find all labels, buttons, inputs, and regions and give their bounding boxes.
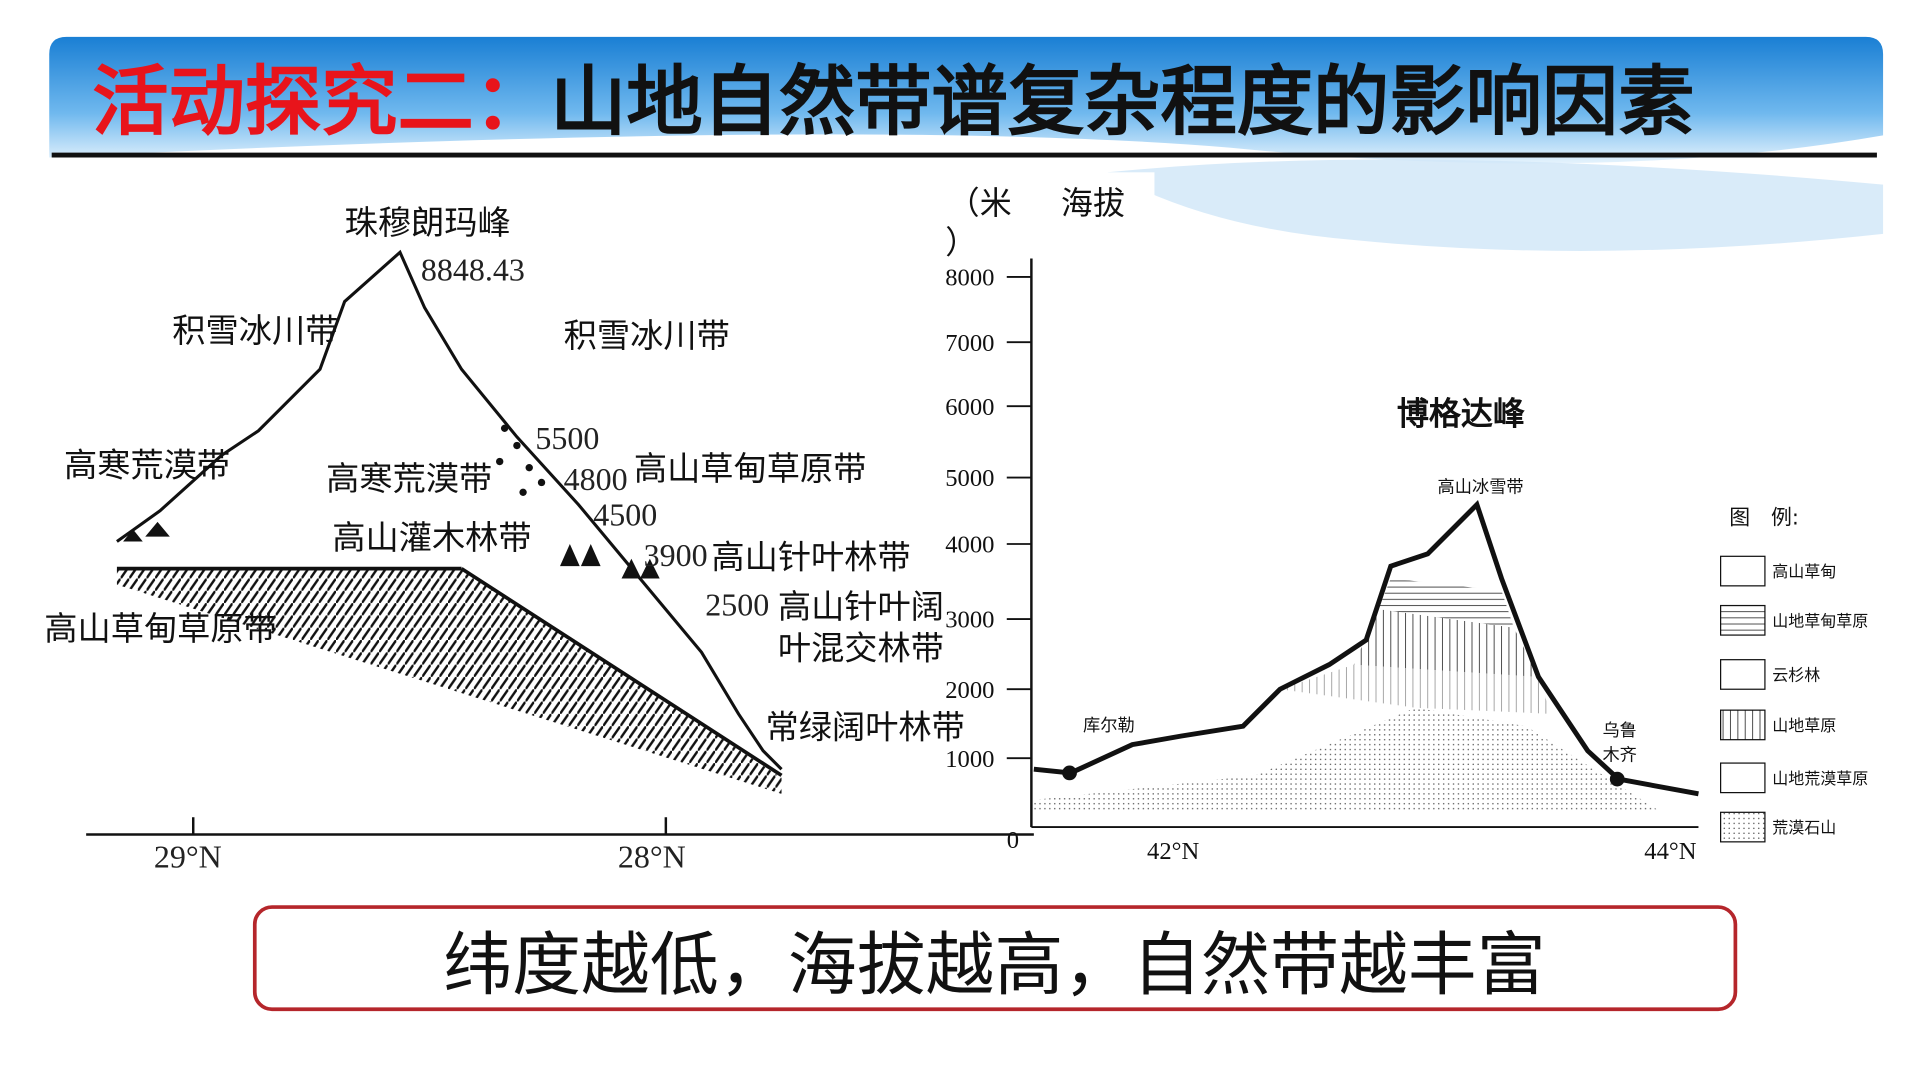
zone-label: 积雪冰川带 [564, 316, 730, 355]
y-label: 6000 [945, 394, 994, 421]
legend-label: 山地草原 [1772, 716, 1836, 735]
elevation-label: 4500 [593, 497, 657, 533]
city-dot [1062, 765, 1077, 781]
y-title: 海拔 [1061, 184, 1125, 222]
ground-line [460, 567, 783, 777]
elevation-label: 4800 [564, 461, 628, 497]
x-label: 28°N [618, 839, 686, 875]
title-lead: 活动探究二： [92, 57, 550, 146]
zone-label: 高寒荒漠带 [326, 459, 492, 498]
legend-swatch [1720, 604, 1766, 636]
city-label: 木齐 [1602, 746, 1636, 766]
zone-meadow-steppe [1378, 578, 1514, 628]
legend-label: 云杉林 [1772, 666, 1820, 685]
ground [116, 568, 782, 794]
title-topic: 山地自然带谱复杂程度的影响因素 [550, 57, 1694, 146]
legend-label: 山地草甸草原 [1772, 611, 1868, 630]
zone-label: 高山草甸草原带 [634, 449, 867, 488]
legend-swatch [1720, 555, 1766, 587]
zone-label: 高山灌木林带 [332, 518, 531, 557]
legend-title: 图 例: [1729, 505, 1799, 529]
y-label: 7000 [945, 330, 994, 357]
city-dot [1609, 771, 1625, 787]
x-label: 42°N [1147, 838, 1199, 865]
wave [1107, 159, 1884, 251]
conclusion: 纬度越低，海拔越高，自然带越丰富 [443, 925, 1546, 1005]
symbols [123, 424, 660, 579]
zone-label: 常绿阔叶林带 [766, 707, 965, 746]
right-diagram: （米 ） 海拔 博格达峰 高山冰雪带 库尔勒 乌鲁 木齐 42°N 44°N 图… [920, 172, 1868, 865]
y-label: 2000 [945, 677, 994, 704]
elevation-label: 2500 [705, 586, 769, 622]
zone-label: 高山草甸草原带 [44, 609, 277, 648]
y-label: 1000 [945, 746, 994, 773]
zone-label: 积雪冰川带 [172, 311, 338, 350]
peak-elevation: 8848.43 [421, 252, 525, 288]
zone-label: 叶混交林带 [778, 629, 944, 668]
x-label: 44°N [1644, 838, 1696, 865]
label-bg [920, 172, 1155, 259]
zone-steppe [1353, 609, 1539, 677]
title: 活动探究二：山地自然带谱复杂程度的影响因素 [92, 57, 1694, 146]
x-label: 29°N [154, 839, 222, 875]
legend-label: 山地荒漠草原 [1772, 769, 1868, 788]
legend-label: 荒漠石山 [1772, 818, 1836, 837]
zone-desert-steppe [1280, 664, 1551, 714]
y-label: 0 [1007, 827, 1019, 854]
zone-label: 高寒荒漠带 [64, 445, 230, 484]
zone-label: 高山针叶林带 [711, 538, 910, 577]
city-label: 乌鲁 [1602, 721, 1636, 741]
title-bar [49, 36, 1884, 164]
y-unit: ） [945, 224, 977, 262]
mountain-profile [116, 249, 783, 771]
legend-swatch [1720, 762, 1766, 794]
y-label: 3000 [945, 607, 994, 634]
zone-label: 高山针叶阔 [778, 587, 944, 626]
legend-swatch [1720, 811, 1766, 843]
elevation-label: 3900 [644, 537, 708, 573]
left-diagram: 珠穆朗玛峰 8848.43 积雪冰川带 积雪冰川带 高寒荒漠带 高寒荒漠带 高山… [44, 203, 1034, 875]
y-label: 5000 [945, 465, 994, 492]
mountain-profile [1033, 500, 1699, 797]
y-label: 8000 [945, 265, 994, 292]
elevation-label: 5500 [535, 420, 599, 456]
zone-desert [1033, 707, 1662, 813]
legend-label: 高山草甸 [1772, 562, 1836, 581]
legend-swatch [1720, 709, 1766, 741]
y-label: 4000 [945, 532, 994, 559]
peak-name: 博格达峰 [1397, 395, 1525, 433]
legend-swatch [1720, 659, 1766, 690]
y-unit: （米 [948, 184, 1012, 222]
peak-name: 珠穆朗玛峰 [345, 203, 511, 242]
zone-label: 高山冰雪带 [1438, 477, 1524, 497]
conclusion-box [252, 905, 1738, 1012]
city-label: 库尔勒 [1083, 716, 1135, 736]
